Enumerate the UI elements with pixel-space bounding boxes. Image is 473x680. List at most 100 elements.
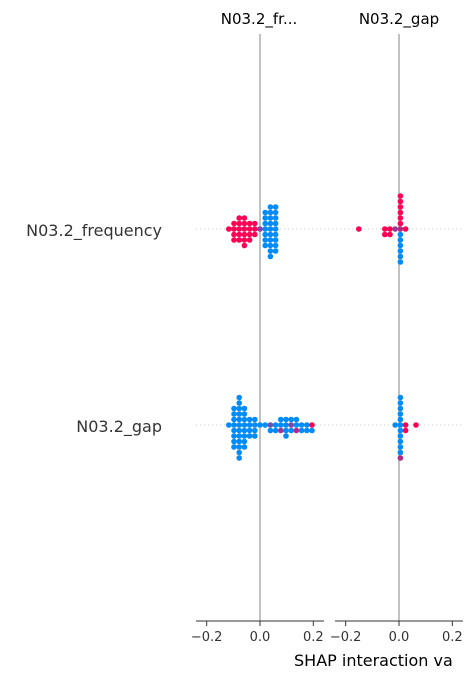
scatter-point	[397, 411, 404, 417]
scatter-point	[272, 220, 279, 227]
scatter-point	[272, 231, 279, 238]
scatter-point	[236, 455, 242, 461]
scatter-point	[267, 422, 274, 428]
scatter-point	[283, 427, 289, 434]
scatter-point	[231, 220, 237, 227]
panel-title-1: N03.2_fr...	[221, 10, 298, 29]
scatter-point	[252, 416, 258, 423]
scatter-point	[298, 422, 305, 428]
scatter-point	[262, 231, 269, 238]
scatter-point	[236, 394, 242, 401]
scatter-point	[278, 427, 284, 434]
scatter-point	[262, 242, 269, 249]
scatter-point	[283, 433, 289, 439]
x-tick-label: −0.2	[191, 630, 223, 645]
scatter-point	[397, 444, 404, 450]
scatter-point	[231, 427, 237, 434]
scatter-point	[267, 253, 274, 260]
scatter-point	[241, 231, 248, 238]
scatter-point	[272, 226, 279, 232]
scatter-point	[288, 422, 295, 428]
scatter-point	[382, 231, 388, 238]
scatter-point	[236, 226, 242, 232]
scatter-point	[262, 209, 269, 216]
scatter-point	[246, 231, 253, 238]
scatter-point	[231, 405, 237, 412]
scatter-point	[267, 427, 274, 434]
scatter-point	[262, 215, 269, 221]
scatter-point	[267, 209, 274, 216]
scatter-point	[262, 226, 269, 232]
scatter-point	[236, 220, 242, 227]
scatter-point	[397, 394, 404, 401]
scatter-point	[283, 422, 289, 428]
scatter-point	[246, 416, 253, 423]
scatter-point	[241, 416, 248, 423]
scatter-point	[231, 433, 237, 439]
x-tick-label: −0.2	[330, 630, 362, 645]
scatter-point	[283, 416, 289, 423]
scatter-point	[392, 226, 399, 232]
scatter-point	[272, 248, 279, 254]
scatter-point	[267, 237, 274, 243]
scatter-point	[236, 444, 242, 450]
scatter-point	[252, 427, 258, 434]
scatter-point	[413, 422, 419, 428]
scatter-point	[304, 427, 310, 434]
scatter-point	[397, 253, 404, 260]
scatter-point	[397, 242, 404, 249]
scatter-point	[397, 400, 404, 406]
scatter-point	[231, 422, 237, 428]
scatter-point	[397, 427, 404, 434]
scatter-point	[231, 444, 237, 450]
scatter-point	[262, 422, 269, 428]
scatter-point	[278, 416, 284, 423]
panel-gap: −0.2 0.0 0.2	[330, 34, 463, 645]
scatter-point	[246, 226, 253, 232]
scatter-point	[272, 427, 279, 434]
scatter-point	[293, 427, 300, 434]
scatter-point	[397, 438, 404, 445]
scatter-point	[267, 242, 274, 249]
scatter-point	[241, 242, 248, 249]
scatter-point	[236, 411, 242, 417]
scatter-point	[231, 416, 237, 423]
scatter-point	[267, 215, 274, 221]
scatter-point	[397, 198, 404, 205]
scatter-point	[387, 231, 393, 238]
scatter-point	[293, 416, 300, 423]
scatter-point	[262, 220, 269, 227]
scatter-point	[236, 449, 242, 456]
scatter-point	[402, 226, 409, 232]
scatter-point	[241, 215, 248, 221]
scatter-point	[309, 422, 315, 428]
scatter-point	[241, 444, 248, 450]
scatter-point	[241, 220, 248, 227]
scatter-point	[236, 231, 242, 238]
scatter-point	[267, 226, 274, 232]
scatter-point	[246, 427, 253, 434]
scatter-point	[267, 204, 274, 210]
x-tick-label: 0.2	[442, 630, 463, 645]
scatter-point	[382, 226, 388, 232]
scatter-point	[231, 231, 237, 238]
scatter-point	[236, 427, 242, 434]
scatter-point	[278, 422, 284, 428]
scatter-point	[397, 209, 404, 216]
scatter-point	[252, 433, 258, 439]
panel-title-2: N03.2_gap	[359, 10, 439, 29]
scatter-point	[252, 226, 258, 232]
scatter-point	[226, 422, 232, 428]
scatter-point	[272, 242, 279, 249]
scatter-point	[257, 422, 263, 428]
scatter-point	[236, 438, 242, 445]
scatter-point	[397, 215, 404, 221]
scatter-point	[397, 405, 404, 412]
scatter-point	[272, 422, 279, 428]
scatter-point	[397, 204, 404, 210]
scatter-point	[236, 405, 242, 412]
scatter-point	[397, 416, 404, 423]
scatter-point	[267, 248, 274, 254]
scatter-point	[236, 215, 242, 221]
